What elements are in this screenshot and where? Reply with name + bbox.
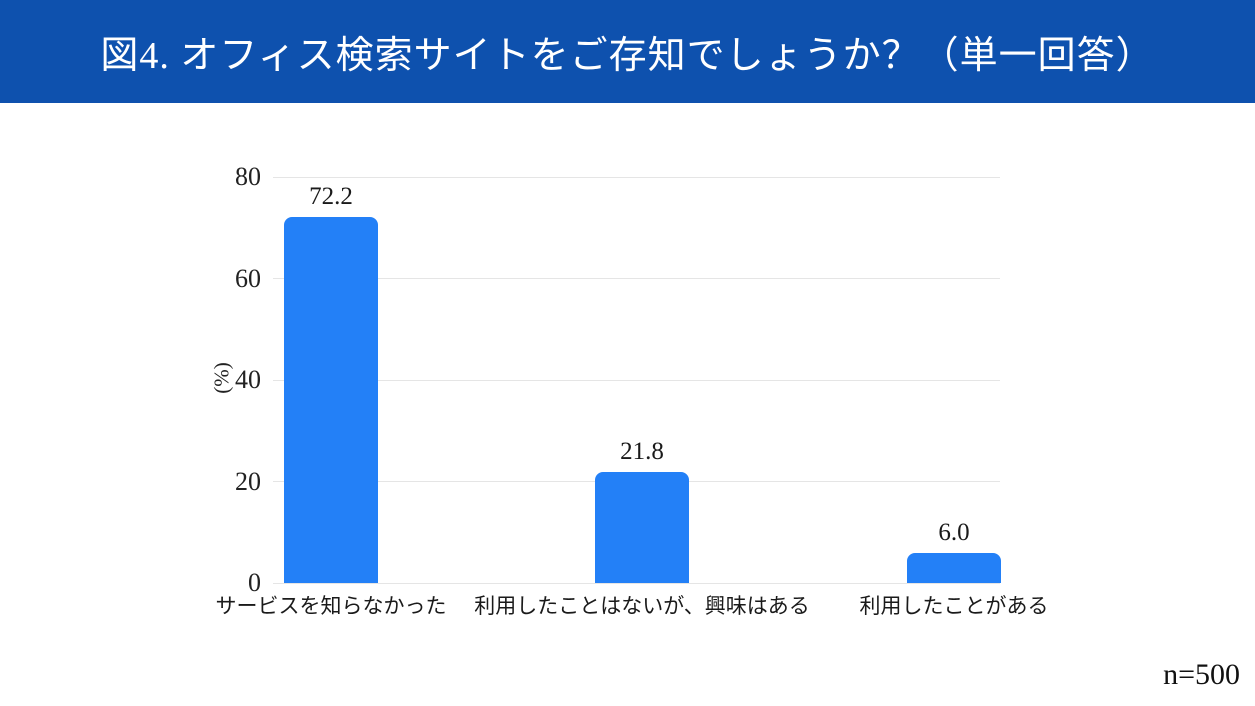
y-tick-label-20: 20 <box>235 466 261 496</box>
bar-value-label-1: 72.2 <box>309 182 353 210</box>
x-category-label-1: サービスを知らなかった <box>215 594 447 618</box>
y-tick-label-40: 40 <box>235 365 261 394</box>
y-tick-label-80: 80 <box>235 162 261 191</box>
y-tick-label-0: 0 <box>248 568 261 597</box>
sample-size-note: n=500 <box>1163 658 1240 691</box>
gridline-40 <box>273 379 1000 381</box>
bar-chart-plot-area: (%) 0 20 40 60 80 72.2 サービスを知らなかった 21.8 利用したことはな… <box>210 162 1049 618</box>
bar-value-label-3: 6.0 <box>938 518 970 546</box>
gridline-60 <box>273 278 1000 279</box>
bar-2 <box>595 472 689 583</box>
bar-1 <box>284 216 378 583</box>
x-category-label-3: 利用したことがある <box>859 594 1049 618</box>
gridline-80 <box>273 176 1000 178</box>
bar-3 <box>907 552 1001 583</box>
chart-title: 図4. オフィス検索サイトをご存知でしょうか？（単一回答） <box>100 35 1155 77</box>
bar-value-label-2: 21.8 <box>620 438 664 466</box>
x-category-label-2: 利用したことはないが、興味はある <box>474 594 810 618</box>
chart-title-banner: 図4. オフィス検索サイトをご存知でしょうか？（単一回答） <box>0 0 1255 103</box>
y-tick-label-60: 60 <box>235 263 261 293</box>
gridline-0 <box>273 582 1000 584</box>
